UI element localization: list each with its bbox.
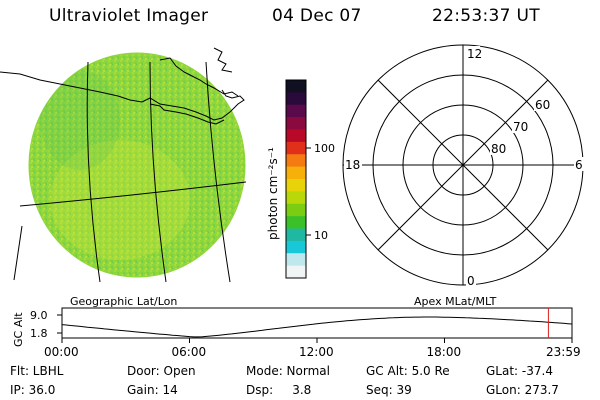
geographic-caption: Geographic Lat/Lon <box>70 295 177 308</box>
colorbar-swatch <box>286 240 306 254</box>
colorbar-swatch <box>286 228 306 242</box>
colorbar-unit-label: photon cm⁻²s⁻¹ <box>266 147 280 240</box>
altitude-plot: 9.0 1.8 GC Alt 00:00 06:00 12:00 18:00 23:59 <box>12 307 581 359</box>
mlt-label-18: 18 <box>345 158 360 172</box>
time-label: 22:53:37 UT <box>432 6 540 26</box>
seq-info: Seq: 39 <box>366 383 412 397</box>
disk-brightness-overlay <box>40 70 190 260</box>
mlat-label-80: 80 <box>491 142 506 156</box>
longitude-line <box>86 61 101 283</box>
colorbar-frame <box>285 79 307 279</box>
colorbar-swatch <box>286 253 306 267</box>
colorbar-swatch <box>286 141 306 155</box>
colorbar-swatch <box>286 92 306 106</box>
geographic-image-panel <box>0 47 247 283</box>
gain-info: Gain: 14 <box>127 383 178 397</box>
altitude-ylabel: GC Alt <box>12 312 25 347</box>
latitude-line <box>19 181 247 207</box>
colorbar-swatch <box>286 104 306 118</box>
coastline <box>149 103 225 125</box>
door-info: Door: Open <box>127 364 196 378</box>
dsp-info: Dsp: 3.8 <box>246 383 312 397</box>
longitude-line <box>149 61 167 283</box>
colorbar-tick-10: 10 <box>314 229 328 242</box>
altitude-plot-frame <box>61 307 573 339</box>
altitude-ytick-9: 9.0 <box>30 309 48 322</box>
glat-info: GLat: -37.4 <box>486 364 553 378</box>
mlt-label-12: 12 <box>467 47 482 61</box>
longitude-line <box>205 61 231 283</box>
colorbar-swatch <box>286 154 306 168</box>
coastline <box>0 71 245 121</box>
mode-info: Mode: Normal <box>246 364 330 378</box>
colorbar-swatch <box>286 166 306 180</box>
coastline <box>159 57 239 97</box>
uv-disk <box>28 52 246 278</box>
mlat-label-70: 70 <box>513 120 528 134</box>
latitude-line <box>13 225 23 281</box>
colorbar-swatch <box>286 203 306 217</box>
altitude-xtick-label: 12:00 <box>299 345 334 359</box>
instrument-title: Ultraviolet Imager <box>49 6 209 26</box>
mlat-label-60: 60 <box>535 98 550 112</box>
colorbar-swatch <box>286 191 306 205</box>
mlt-label-0: 0 <box>467 274 475 288</box>
altitude-curve <box>61 316 573 338</box>
colorbar <box>286 80 306 279</box>
colorbar-swatch <box>286 179 306 192</box>
apex-caption: Apex MLat/MLT <box>414 295 497 308</box>
colorbar-swatch <box>286 216 306 230</box>
altitude-ytick-1.8: 1.8 <box>30 327 48 340</box>
colorbar-swatch <box>286 117 306 131</box>
colorbar-tick-100: 100 <box>314 142 335 155</box>
coastline <box>213 47 233 73</box>
altitude-xtick-label: 00:00 <box>44 345 79 359</box>
ip-info: IP: 36.0 <box>10 383 56 397</box>
colorbar-swatch <box>286 265 306 279</box>
altitude-xtick-label: 23:59 <box>546 345 581 359</box>
colorbar-swatch <box>286 129 306 143</box>
altitude-xtick-label: 18:00 <box>427 345 462 359</box>
polar-plot <box>342 44 584 286</box>
altitude-xtick-label: 06:00 <box>172 345 207 359</box>
date-label: 04 Dec 07 <box>272 6 362 26</box>
gc-alt-info: GC Alt: 5.0 Re <box>366 364 450 378</box>
mlt-label-6: 6 <box>575 158 583 172</box>
colorbar-swatch <box>286 80 306 93</box>
filter-info: Flt: LBHL <box>10 364 64 378</box>
mlt-diagonal <box>377 79 549 251</box>
glon-info: GLon: 273.7 <box>486 383 559 397</box>
